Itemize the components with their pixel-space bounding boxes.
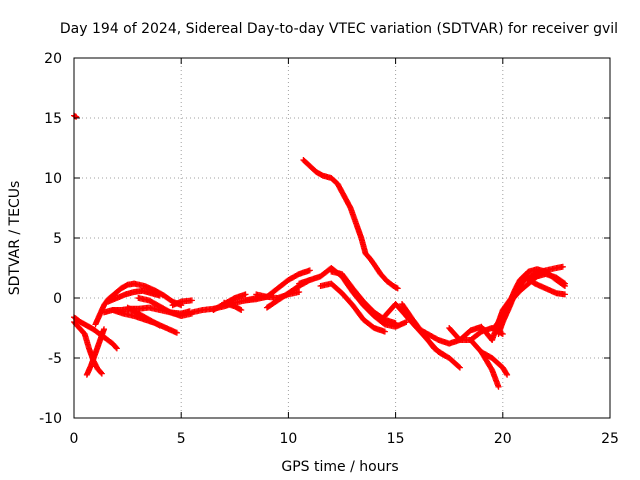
- data-point: [156, 322, 163, 329]
- data-point: [441, 352, 448, 359]
- data-point: [98, 369, 105, 376]
- data-point: [113, 345, 120, 352]
- data-point: [392, 320, 399, 327]
- data-point: [173, 329, 180, 336]
- data-point: [242, 291, 249, 298]
- y-tick-label: 20: [44, 51, 62, 67]
- x-tick-label: 25: [601, 431, 619, 447]
- data-point: [403, 319, 410, 325]
- data-point: [440, 351, 447, 358]
- data-point: [504, 371, 511, 378]
- x-tick-label: 15: [387, 431, 405, 447]
- data-point: [238, 307, 245, 313]
- data-point: [156, 292, 163, 299]
- data-point: [561, 291, 568, 298]
- grid: [74, 58, 610, 418]
- y-tick-label: 0: [53, 291, 62, 307]
- y-tick-label: 10: [44, 171, 62, 187]
- data-point: [101, 326, 108, 333]
- data-series: [83, 326, 108, 378]
- data-point: [296, 289, 303, 295]
- data-series: [221, 299, 245, 313]
- y-tick-label: -10: [39, 411, 62, 427]
- data-point: [503, 370, 510, 377]
- data-series: [71, 319, 105, 377]
- data-point: [561, 280, 568, 287]
- data-series: [105, 287, 163, 305]
- data-point: [381, 328, 388, 335]
- data-series: [478, 349, 511, 378]
- chart-title: Day 194 of 2024, Sidereal Day-to-day VTE…: [60, 21, 618, 37]
- data-point: [455, 363, 462, 370]
- data-series: [124, 304, 163, 329]
- y-tick-label: 15: [44, 111, 62, 127]
- data-series: [169, 297, 195, 309]
- ticks: 0 5 10 15 20 25 -10 -5 0 5 10 15 20: [39, 51, 619, 447]
- x-tick-label: 0: [70, 431, 79, 447]
- data-point: [394, 285, 401, 292]
- x-tick-label: 10: [279, 431, 297, 447]
- data-point: [155, 321, 162, 328]
- y-tick-label: 5: [53, 231, 62, 247]
- data-point: [188, 297, 195, 304]
- data-series: [135, 295, 195, 319]
- x-tick-label: 20: [494, 431, 512, 447]
- x-axis-label: GPS time / hours: [281, 459, 398, 475]
- data-series: [328, 268, 399, 327]
- y-tick-label: -5: [48, 351, 62, 367]
- data-point: [559, 263, 566, 270]
- x-tick-label: 5: [177, 431, 186, 447]
- data-point: [456, 364, 463, 371]
- data-point: [113, 344, 120, 351]
- data-series: [399, 301, 448, 359]
- data-series: [300, 157, 401, 292]
- data-points: [71, 112, 568, 390]
- data-point: [306, 267, 313, 274]
- data-series: [317, 280, 388, 335]
- data-point: [98, 370, 105, 377]
- data-point: [495, 383, 502, 390]
- data-series: [491, 271, 568, 331]
- y-axis-label: SDTVAR / TECUs: [7, 181, 23, 296]
- data-point: [560, 279, 567, 286]
